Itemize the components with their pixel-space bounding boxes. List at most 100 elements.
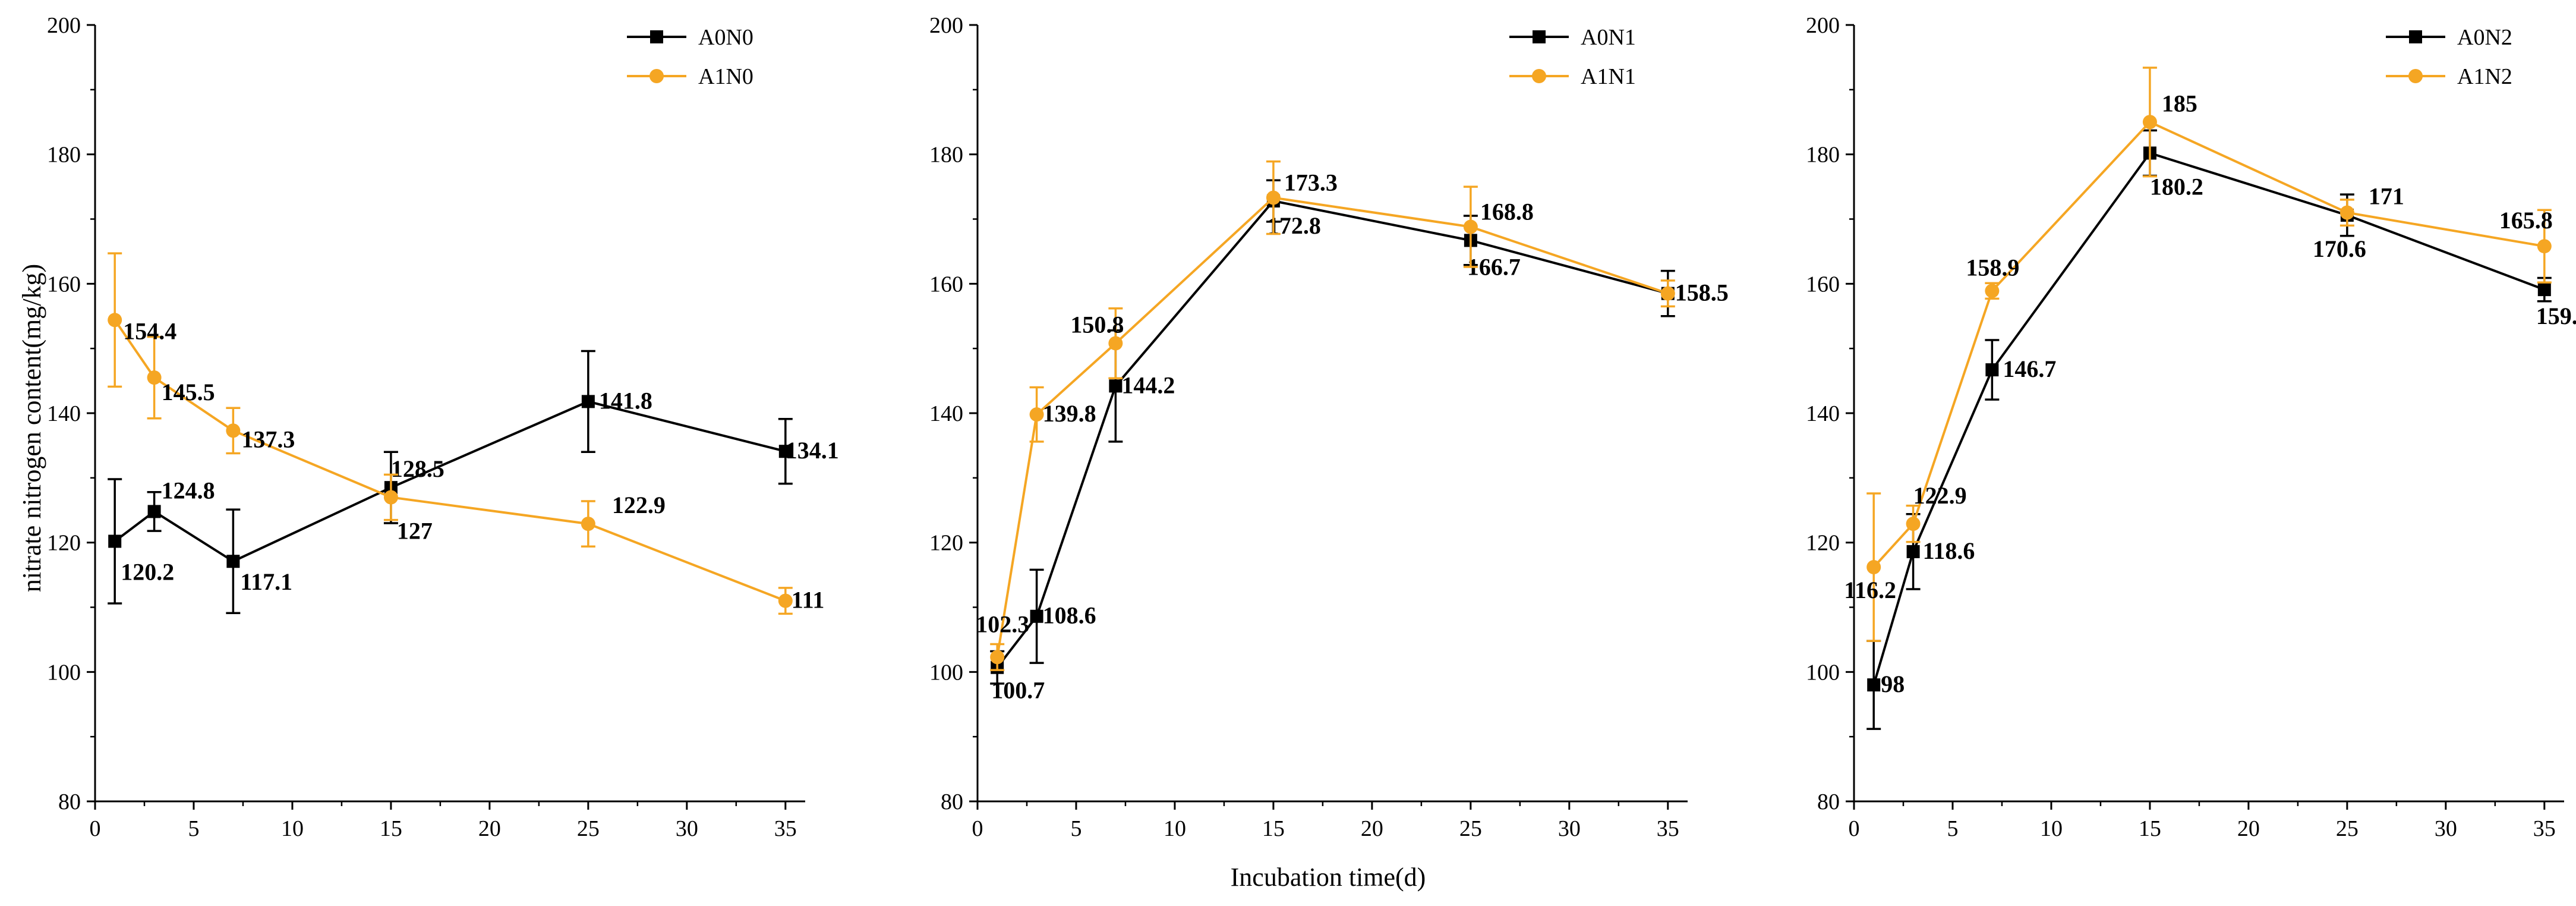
series-A1N0: 154.4 145.5 137.3 127 122.9 111 — [108, 252, 824, 615]
y-tick-label: 80 — [941, 789, 963, 814]
legend-label: A0N1 — [1581, 25, 1636, 50]
data-label: 118.6 — [1923, 537, 1975, 564]
legend-label: A0N2 — [2457, 25, 2512, 50]
legend-marker — [650, 30, 663, 43]
x-tick-label: 10 — [2040, 816, 2063, 841]
data-point — [147, 505, 161, 518]
panels-layer: 80 100 120 140 160 180 200 0 5 10 15 20 25 30 35 120.2 1… — [47, 13, 2576, 841]
legend-item-A1N0: A1N0 — [627, 64, 753, 89]
data-point — [108, 313, 122, 328]
legend-marker — [1533, 30, 1546, 43]
data-label: 124.8 — [162, 477, 215, 504]
data-point — [1906, 517, 1921, 531]
data-label: 171 — [2369, 183, 2404, 210]
x-tick-label: 5 — [1947, 816, 1958, 841]
x-tick-label: 5 — [1070, 816, 1082, 841]
data-label: 120.2 — [121, 558, 174, 585]
series-line — [996, 196, 1669, 658]
y-axis-title: nitrate nitrogen content(mg/kg) — [17, 264, 46, 592]
x-tick-label: 20 — [1361, 816, 1383, 841]
x-tick-label: 0 — [90, 816, 101, 841]
data-point — [226, 423, 241, 438]
data-label: 170.6 — [2313, 235, 2366, 262]
legend-item-A0N0: A0N0 — [627, 25, 753, 50]
data-label: 139.8 — [1043, 400, 1096, 427]
legend-label: A1N1 — [1581, 64, 1636, 89]
data-label: 134.1 — [786, 437, 839, 464]
legend-label: A1N2 — [2457, 64, 2512, 89]
y-tick-label: 180 — [1806, 143, 1840, 168]
legend-item-A1N2: A1N2 — [2386, 64, 2512, 89]
y-tick-label: 200 — [929, 13, 963, 38]
x-tick-label: 35 — [1657, 816, 1679, 841]
data-point — [2537, 283, 2551, 297]
data-point — [1985, 284, 2000, 298]
data-point — [581, 517, 595, 531]
data-label: 173.3 — [1284, 169, 1338, 196]
data-point — [226, 555, 240, 568]
data-point — [990, 650, 1005, 665]
x-tick-label: 15 — [2139, 816, 2161, 841]
y-tick-label: 180 — [47, 143, 81, 168]
data-label: 159.1 — [2536, 303, 2576, 329]
legend-marker — [2409, 30, 2422, 43]
x-tick-label: 15 — [1262, 816, 1285, 841]
data-label: 165.8 — [2499, 207, 2553, 234]
data-point — [1029, 407, 1044, 422]
data-point — [147, 370, 162, 385]
y-tick-label: 140 — [47, 401, 81, 426]
data-point — [2339, 205, 2354, 220]
y-tick-label: 100 — [929, 660, 963, 685]
data-label: 150.8 — [1070, 311, 1124, 338]
y-tick-label: 160 — [47, 272, 81, 297]
y-tick-label: 160 — [929, 272, 963, 297]
data-label: 127 — [397, 517, 433, 544]
y-tick-label: 100 — [1806, 660, 1840, 685]
legend-marker — [1532, 69, 1546, 83]
y-tick-label: 120 — [1806, 531, 1840, 556]
y-tick-label: 120 — [47, 531, 81, 556]
series-line — [113, 400, 786, 563]
x-tick-label: 30 — [2435, 816, 2457, 841]
series-A1N2: 116.2 122.9 158.9 185 171 165.8 — [1844, 67, 2553, 642]
y-tick-label: 180 — [929, 143, 963, 168]
data-label: 108.6 — [1043, 602, 1096, 629]
data-label: 185 — [2162, 90, 2197, 117]
data-point — [581, 395, 595, 408]
y-tick-label: 80 — [58, 789, 81, 814]
x-tick-label: 25 — [577, 816, 600, 841]
data-label: 158.5 — [1675, 279, 1729, 306]
data-point — [1109, 379, 1123, 393]
data-label: 146.7 — [2003, 356, 2056, 382]
chart-panel-2: 80 100 120 140 160 180 200 0 5 10 15 20 25 30 35 100.7 1… — [929, 13, 1729, 841]
data-point — [108, 534, 122, 548]
data-label: 144.2 — [1121, 372, 1175, 398]
data-point — [1660, 286, 1675, 301]
y-tick-label: 140 — [929, 401, 963, 426]
x-tick-label: 35 — [2533, 816, 2556, 841]
data-point — [1906, 545, 1920, 558]
data-point — [1867, 678, 1881, 692]
data-label: 180.2 — [2150, 173, 2203, 200]
data-label: 100.7 — [991, 677, 1045, 704]
x-tick-label: 30 — [1558, 816, 1581, 841]
x-tick-label: 0 — [1849, 816, 1860, 841]
x-tick-label: 25 — [2336, 816, 2359, 841]
data-label: 122.9 — [1913, 482, 1967, 509]
chart-panel-3: 80 100 120 140 160 180 200 0 5 10 15 20 25 30 35 98 118.… — [1806, 13, 2576, 841]
legend-label: A1N0 — [698, 64, 753, 89]
x-axis-title: Incubation time(d) — [1231, 863, 1426, 892]
data-point — [778, 445, 792, 458]
x-tick-label: 0 — [972, 816, 983, 841]
data-label: 158.5 — [1675, 279, 1729, 306]
data-label: 145.5 — [162, 379, 215, 405]
data-label: 154.4 — [123, 317, 176, 344]
series-line — [113, 319, 786, 602]
series-A1N1: 102.3 139.8 150.8 173.3 168.8 158.5 — [976, 160, 1729, 671]
data-point — [2537, 239, 2552, 254]
y-tick-label: 160 — [1806, 272, 1840, 297]
data-point — [1866, 560, 1881, 575]
y-tick-label: 140 — [1806, 401, 1840, 426]
legend-marker — [649, 69, 664, 83]
